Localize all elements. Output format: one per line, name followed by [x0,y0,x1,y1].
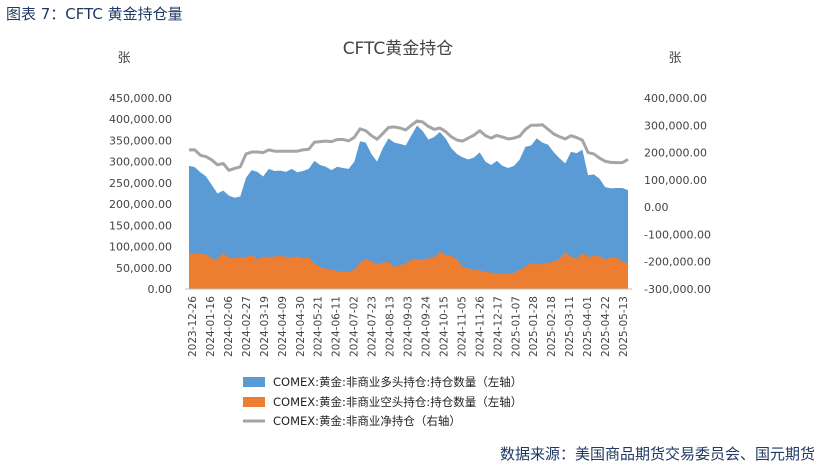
net-positions-line [189,119,629,172]
x-tick-label: 2024-05-21 [313,296,325,357]
data-source-note: 数据来源：美国商品期货交易委员会、国元期货 [499,445,815,463]
x-tick-label: 2024-04-30 [295,296,307,357]
long-positions-area [189,125,628,289]
x-tick-label: 2025-04-22 [600,296,612,357]
right-y-tick-label: -200,000.00 [644,256,711,269]
x-tick-label: 2025-03-11 [564,296,576,357]
x-tick-label: 2024-06-11 [331,296,343,357]
legend: COMEX:黄金:非商业多头持仓:持仓数量（左轴） COMEX:黄金:非商业空头持… [243,375,522,428]
left-y-tick-label: 450,000.00 [109,92,172,105]
figure-caption: 图表 7：CFTC 黄金持仓量 [6,5,183,23]
legend-label: COMEX:黄金:非商业空头持仓:持仓数量（左轴） [273,395,522,409]
x-tick-label: 2025-04-01 [582,296,594,357]
left-axis-unit: 张 [117,51,130,66]
x-tick-label: 2024-09-03 [403,296,415,357]
x-tick-label: 2025-05-13 [618,296,630,357]
right-y-tick-label: 0.00 [644,201,669,214]
x-tick-label: 2024-12-17 [492,296,504,357]
left-y-tick-label: 400,000.00 [109,113,172,126]
x-tick-label: 2024-07-02 [349,296,361,357]
chart-title: CFTC黄金持仓 [343,39,454,59]
left-y-tick-label: 150,000.00 [109,219,172,232]
x-tick-label: 2024-02-27 [241,296,253,357]
x-tick-label: 2024-01-16 [205,296,217,357]
left-y-tick-label: 0.00 [148,283,173,296]
right-y-tick-label: -300,000.00 [644,283,711,296]
right-y-axis: -300,000.00 -200,000.00 -100,000.00 0.00 100… [644,92,711,296]
x-tick-label: 2024-09-24 [420,296,432,357]
x-tick-label: 2025-01-28 [528,296,540,357]
legend-swatch [243,397,265,407]
short-positions-area [189,251,628,289]
right-y-tick-label: 100,000.00 [644,174,707,187]
legend-label: COMEX:黄金:非商业净持仓（右轴） [273,414,461,428]
left-y-tick-label: 50,000.00 [116,262,172,275]
left-y-tick-label: 200,000.00 [109,198,172,211]
left-y-tick-label: 100,000.00 [109,241,172,254]
plot-area [185,119,632,290]
left-y-tick-label: 350,000.00 [109,134,172,147]
x-axis: 2023-12-26 2024-01-16 2024-02-06 2024-02-27… [187,296,630,357]
x-tick-label: 2023-12-26 [187,296,199,357]
x-tick-label: 2024-08-13 [385,296,397,357]
right-axis-unit: 张 [668,51,681,66]
right-y-tick-label: 200,000.00 [644,147,707,160]
x-tick-label: 2024-03-19 [259,296,271,357]
right-y-tick-label: 400,000.00 [644,92,707,105]
left-y-axis: 0.00 50,000.00 100,000.00 150,000.00 200,000… [109,92,172,296]
x-tick-label: 2024-11-05 [456,296,468,357]
x-tick-label: 2024-02-06 [223,296,235,357]
x-tick-label: 2025-01-07 [510,296,522,357]
right-y-tick-label: 300,000.00 [644,119,707,132]
x-tick-label: 2024-04-09 [277,296,289,357]
right-y-tick-label: -100,000.00 [644,228,711,241]
x-tick-label: 2025-02-18 [546,296,558,357]
left-y-tick-label: 250,000.00 [109,177,172,190]
legend-label: COMEX:黄金:非商业多头持仓:持仓数量（左轴） [273,375,522,389]
x-tick-label: 2024-10-15 [438,296,450,357]
x-tick-label: 2024-11-26 [474,296,486,357]
x-tick-label: 2024-07-23 [367,296,379,357]
legend-swatch [243,377,265,387]
left-y-tick-label: 300,000.00 [109,156,172,169]
